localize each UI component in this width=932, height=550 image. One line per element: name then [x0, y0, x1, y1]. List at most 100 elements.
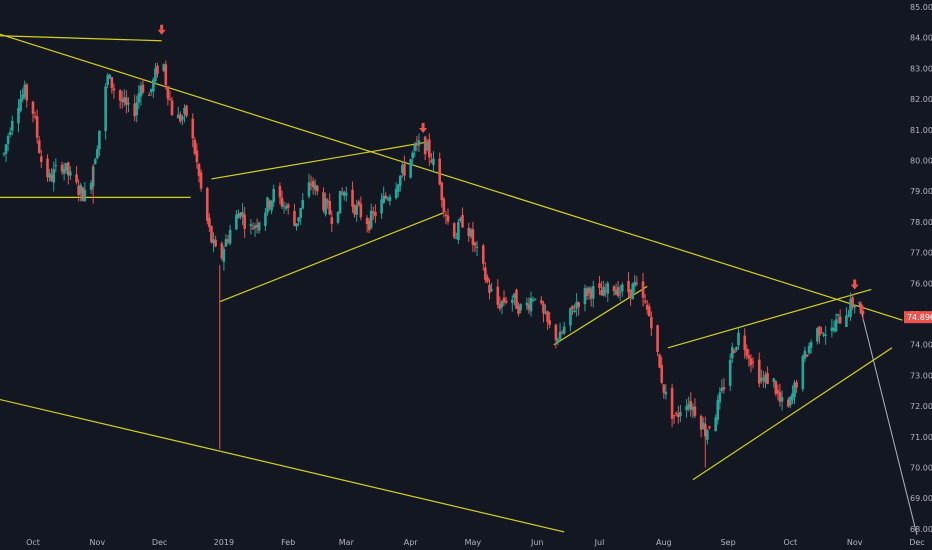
x-tick-label: Oct — [26, 538, 40, 547]
candle-down — [251, 228, 255, 230]
candle-up — [519, 304, 522, 311]
candle-down — [168, 98, 172, 100]
candle-down — [226, 239, 230, 242]
candle-up — [573, 310, 576, 313]
candle-up — [19, 98, 22, 111]
candle-up — [490, 289, 493, 291]
candle-down — [658, 354, 661, 368]
candle-down — [745, 348, 749, 357]
candle-up — [432, 158, 435, 166]
candle-down — [604, 290, 607, 292]
candle-up — [253, 225, 257, 229]
candle-down — [818, 326, 821, 336]
candle-down — [164, 64, 168, 85]
candle-down — [598, 283, 601, 288]
candle-up — [807, 345, 811, 354]
x-tick-label: May — [465, 538, 482, 547]
x-tick-label: Mar — [339, 538, 355, 547]
candle-down — [372, 211, 375, 213]
candle-down — [861, 311, 865, 315]
candle-down — [749, 358, 753, 366]
x-tick-label: Dec — [909, 538, 924, 547]
candle-up — [396, 184, 400, 192]
candle-down — [571, 305, 574, 310]
candle-down — [340, 193, 344, 195]
candle-down — [488, 284, 491, 293]
arrow-head — [419, 127, 428, 133]
candle-down — [81, 187, 85, 202]
candle-up — [706, 430, 709, 440]
candle-up — [618, 291, 622, 293]
candle-down — [440, 182, 444, 201]
candle-down — [762, 378, 765, 380]
candle-down — [452, 223, 456, 238]
candle-up — [701, 422, 705, 430]
candle-down — [278, 185, 282, 198]
candle-up — [822, 333, 825, 336]
candle-up — [832, 328, 836, 332]
candle-down — [309, 183, 313, 185]
candle-up — [62, 168, 66, 174]
candle-up — [8, 132, 12, 136]
x-axis[interactable]: Oct Nov Dec 2019 Feb Mar Apr May Jun Jul Aug Sep Oct… — [26, 538, 925, 547]
candle-down — [471, 229, 475, 245]
candle-up — [324, 198, 327, 215]
candle-down — [776, 390, 780, 394]
candle-up — [266, 197, 269, 213]
candle-down — [689, 400, 693, 410]
candle-down — [156, 65, 159, 74]
candle-down — [286, 204, 290, 208]
candle-down — [778, 392, 782, 402]
x-tick-label: Apr — [404, 538, 419, 547]
candle-down — [311, 181, 315, 188]
last-price-label: 74.896 — [907, 313, 932, 322]
candle-up — [6, 136, 10, 144]
y-axis[interactable]: 85.000 84.000 83.000 82.000 81.000 80.000 79.0… — [910, 3, 932, 534]
candle-up — [691, 406, 695, 411]
candle-up — [425, 141, 429, 151]
candle-up — [718, 392, 722, 403]
candle-up — [417, 140, 421, 146]
candle-down — [125, 97, 128, 105]
candle-up — [529, 297, 533, 312]
candle-up — [803, 350, 807, 359]
candle-up — [154, 68, 157, 82]
candle-down — [496, 286, 500, 305]
candle-up — [793, 382, 796, 398]
candle-up — [222, 248, 226, 262]
y-tick-label: 79.000 — [910, 187, 932, 196]
candle-down — [627, 280, 630, 293]
candle-up — [270, 200, 273, 211]
x-tick-label: Jun — [530, 538, 544, 547]
candle-down — [193, 140, 197, 154]
candle-down — [704, 424, 707, 437]
candle-up — [789, 396, 792, 406]
x-tick-label: Jul — [594, 538, 605, 547]
candle-down — [498, 304, 502, 309]
candle-up — [149, 88, 153, 93]
candle-up — [575, 301, 578, 309]
candle-up — [558, 331, 562, 340]
candle-up — [237, 213, 240, 219]
candle-down — [517, 306, 520, 314]
candle-down — [699, 416, 703, 430]
candle-up — [853, 305, 856, 308]
candle-up — [413, 145, 417, 151]
candle-up — [181, 116, 184, 120]
candle-up — [89, 182, 93, 190]
candle-down — [473, 242, 477, 246]
candle-up — [687, 403, 690, 409]
x-tick-label: Nov — [847, 538, 863, 547]
candle-down — [438, 158, 441, 185]
y-tick-label: 83.000 — [910, 64, 932, 73]
candle-up — [96, 149, 99, 159]
candle-up — [162, 64, 166, 71]
candle-up — [633, 281, 637, 287]
candle-down — [660, 365, 664, 383]
candle-up — [614, 290, 618, 295]
candle-down — [214, 239, 217, 247]
candle-down — [147, 94, 151, 96]
candle-down — [766, 373, 769, 384]
candle-down — [46, 158, 49, 178]
